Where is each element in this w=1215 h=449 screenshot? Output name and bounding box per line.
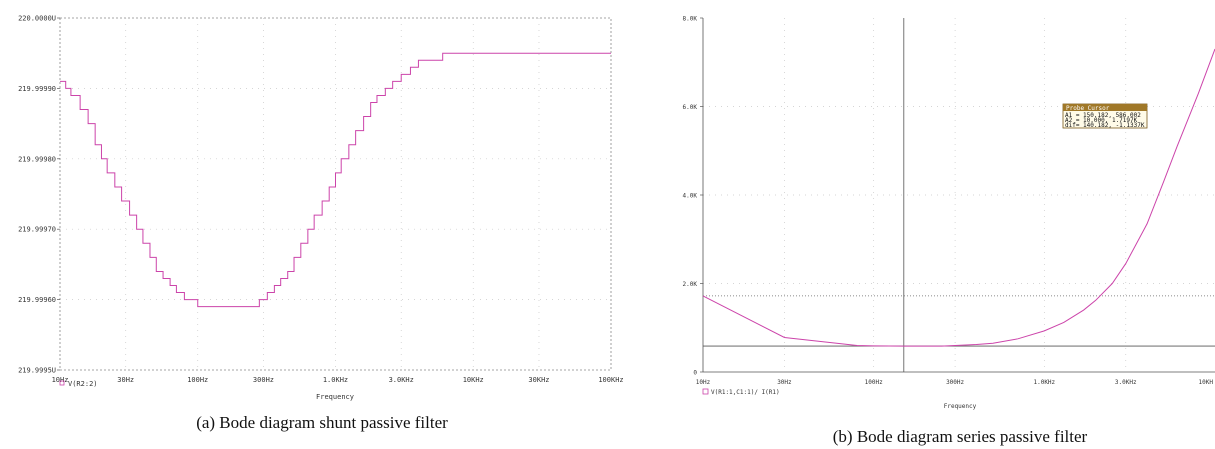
x-tick-label: 10KHz	[463, 376, 484, 384]
probe-cursor-row: dif= 140.182, -1.1337K	[1065, 122, 1145, 129]
probe-cursor-row: A2 = 10.000, 1.7197K	[1065, 117, 1138, 124]
x-tick-label: 30Hz	[117, 376, 134, 384]
x-tick-label: 100Hz	[187, 376, 208, 384]
chart-a-ticks: 10Hz 30Hz 100Hz 300Hz 1.0KHz 3.0KHz 10KHz 30KHz…	[18, 15, 624, 385]
y-tick-label: 219.99960	[18, 296, 56, 304]
chart-a-plot-frame	[59, 17, 612, 371]
chart-a-legend-marker	[59, 380, 65, 386]
chart-a-shunt-filter: 10Hz 30Hz 100Hz 300Hz 1.0KHz 3.0KHz 10KHz 30KHz…	[18, 15, 624, 433]
x-tick-label: 100KHz	[598, 376, 623, 384]
x-tick-label: 10KH	[1199, 379, 1214, 386]
y-tick-label: 8.0K	[683, 16, 698, 23]
chart-b-legend-label: V(R1:1,C1:1)/ I(R1)	[711, 389, 780, 396]
x-tick-label: 30Hz	[777, 379, 792, 386]
probe-cursor-titlebar	[1063, 104, 1147, 111]
y-tick-label: 2.0K	[683, 281, 698, 288]
y-tick-label: 220.0000U	[18, 15, 56, 23]
x-tick-label: 1.0KHz	[1033, 379, 1055, 386]
chart-b-caption: (b) Bode diagram series passive filter	[833, 427, 1088, 446]
x-tick-label: 1.0KHz	[323, 376, 348, 384]
chart-b-cursors	[703, 18, 1215, 372]
chart-b-grid	[703, 18, 1215, 372]
probe-cursor-title: Probe Cursor	[1066, 105, 1110, 112]
x-tick-label: 10Hz	[52, 376, 69, 384]
chart-a-grid	[60, 18, 611, 370]
chart-b-legend-marker	[702, 388, 709, 395]
x-tick-label: 3.0KHz	[389, 376, 414, 384]
chart-a-caption: (a) Bode diagram shunt passive filter	[196, 413, 448, 432]
chart-b-x-axis-label: Frequency	[944, 403, 977, 410]
x-tick-label: 100Hz	[865, 379, 883, 386]
probe-cursor-box[interactable]: Probe Cursor A1 = 150.182, 586.002 A2 = …	[1062, 103, 1148, 129]
chart-a-series-line	[60, 52, 611, 308]
y-tick-label: 6.0K	[683, 104, 698, 111]
probe-cursor-row: A1 = 150.182, 586.002	[1065, 112, 1141, 119]
chart-b-ticks: 10Hz 30Hz 100Hz 300Hz 1.0KHz 3.0KHz 10KH 0 2.0K 4…	[683, 16, 1214, 387]
x-tick-label: 10Hz	[696, 379, 711, 386]
chart-a-legend-label: V(R2:2)	[68, 380, 98, 388]
chart-a-x-axis-label: Frequency	[316, 393, 354, 401]
x-tick-label: 3.0KHz	[1115, 379, 1137, 386]
y-tick-label: 0	[693, 370, 697, 377]
chart-b-series-filter: 10Hz 30Hz 100Hz 300Hz 1.0KHz 3.0KHz 10KH 0 2.0K 4…	[683, 16, 1215, 446]
y-tick-label: 219.99980	[18, 155, 56, 163]
y-tick-label: 4.0K	[683, 193, 698, 200]
y-tick-label: 219.99990	[18, 85, 56, 93]
x-tick-label: 300Hz	[946, 379, 964, 386]
y-tick-label: 219.9995U	[18, 367, 56, 375]
x-tick-label: 300Hz	[253, 376, 274, 384]
x-tick-label: 30KHz	[528, 376, 549, 384]
y-tick-label: 219.99970	[18, 226, 56, 234]
chart-b-series-line	[702, 48, 1215, 347]
